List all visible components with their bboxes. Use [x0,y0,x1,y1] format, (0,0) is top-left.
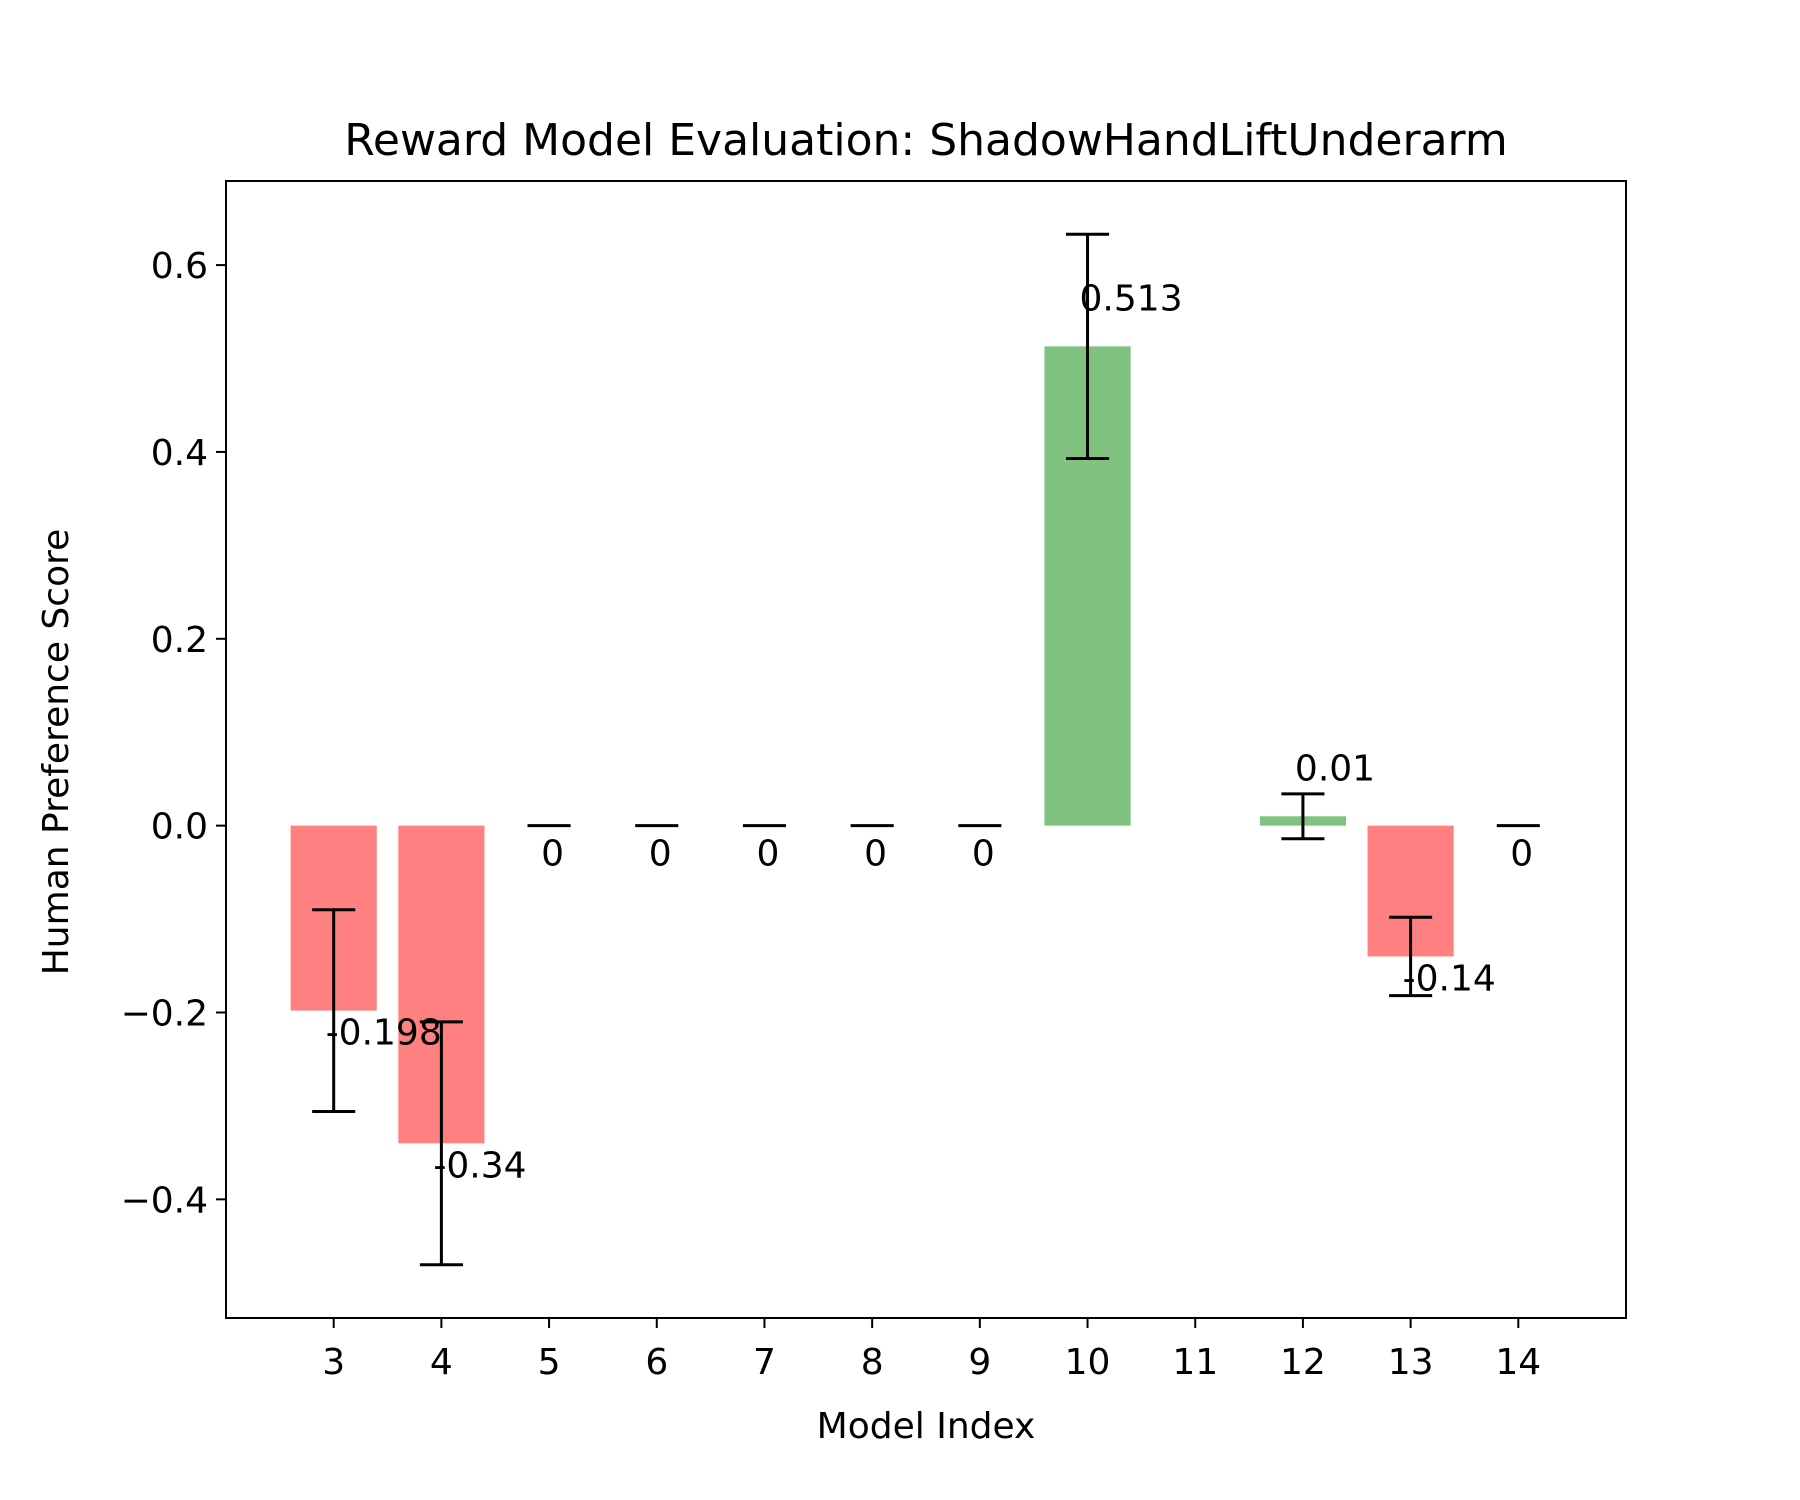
data-label: 0 [649,834,672,875]
data-label: 0 [864,834,887,875]
x-axis-label: Model Index [817,1406,1036,1447]
chart-title: Reward Model Evaluation: ShadowHandLiftU… [344,115,1507,166]
x-tick-label: 14 [1495,1342,1541,1383]
x-tick-label: 12 [1280,1342,1326,1383]
x-tick-label: 7 [753,1342,776,1383]
y-axis-ticks: −0.4 −0.2 0.0 0.2 0.4 0.6 [121,246,226,1221]
data-label: -0.34 [433,1145,526,1186]
x-tick-label: 8 [861,1342,884,1383]
y-axis-label: Human Preference Score [36,529,77,976]
y-tick-label: 0.4 [151,433,208,474]
data-label: 0.513 [1080,278,1183,319]
x-tick-label: 13 [1388,1342,1434,1383]
data-label: 0 [756,834,779,875]
x-tick-label: 3 [322,1342,345,1383]
bars-group [290,346,1454,1144]
y-tick-label: −0.4 [121,1180,208,1221]
y-tick-label: 0.0 [151,807,208,848]
y-tick-label: 0.6 [151,246,208,287]
y-tick-label: −0.2 [121,993,208,1034]
y-tick-label: 0.2 [151,620,208,661]
plot-area-frame [225,180,1627,1319]
data-labels-group: -0.198 -0.34 0 0 0 0 0 0.513 0.01 -0.14 0 [326,278,1534,1186]
x-tick-label: 6 [645,1342,668,1383]
x-axis-ticks: 3 4 5 6 7 8 9 10 11 12 13 14 [322,1318,1541,1383]
x-tick-label: 4 [430,1342,453,1383]
x-tick-label: 11 [1172,1342,1218,1383]
data-label: 0.01 [1295,748,1375,789]
data-label: 0 [1510,834,1533,875]
data-label: -0.14 [1403,958,1496,999]
data-label: 0 [541,834,564,875]
error-bars-group [312,232,1540,1267]
data-label: -0.198 [326,1013,442,1054]
data-label: 0 [972,834,995,875]
x-tick-label: 10 [1065,1342,1111,1383]
x-tick-label: 9 [968,1342,991,1383]
x-tick-label: 5 [538,1342,561,1383]
